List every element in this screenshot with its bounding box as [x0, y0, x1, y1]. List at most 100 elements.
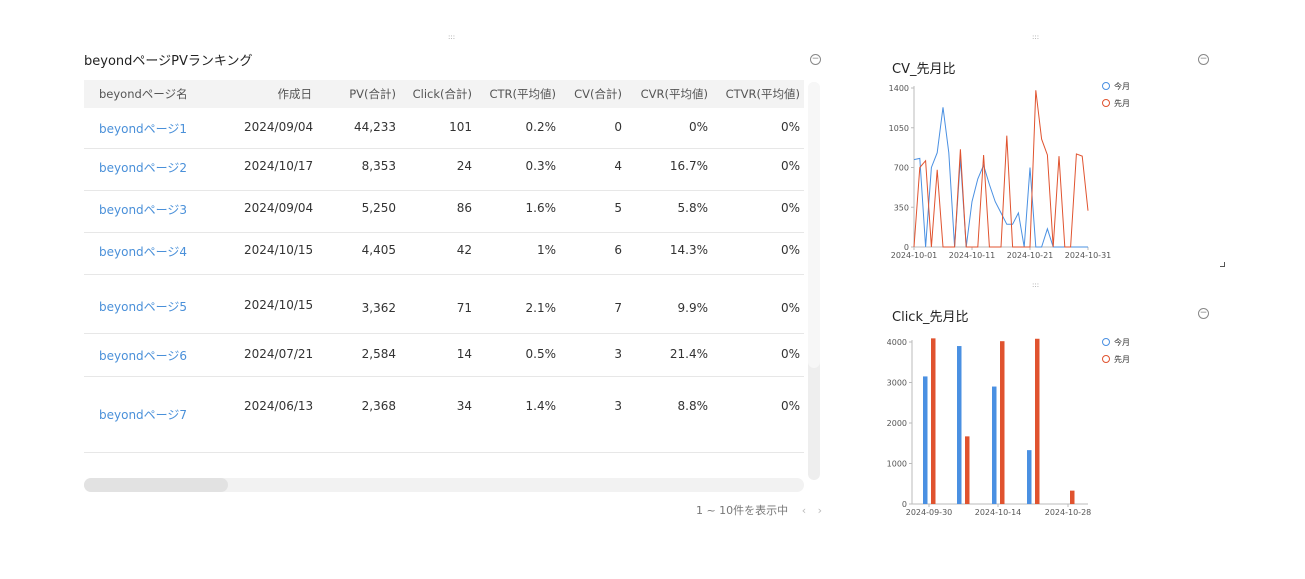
- y-tick-label: 0: [902, 500, 907, 509]
- created-date: 2024/06/13: [244, 399, 314, 413]
- click-chart-title: Click_先月比: [892, 310, 969, 325]
- cvr-value: 9.9%: [677, 301, 709, 315]
- cv-value: 7: [614, 301, 622, 315]
- page-name-link[interactable]: beyondページ2: [99, 161, 188, 175]
- legend-item-last-month[interactable]: 先月: [1102, 98, 1130, 109]
- resize-handle[interactable]: [1220, 262, 1225, 267]
- column-header-click[interactable]: Click(合計): [412, 87, 472, 101]
- bar-last-month: [1070, 490, 1075, 504]
- ctvr-value: 0%: [780, 201, 800, 215]
- panel-menu-icon[interactable]: −: [1198, 54, 1209, 65]
- x-tick-label: 2024-10-21: [1007, 251, 1054, 260]
- bar-last-month: [1000, 341, 1005, 504]
- legend-label: 先月: [1114, 99, 1130, 108]
- x-tick-label: 2024-10-14: [975, 508, 1022, 517]
- pv-value: 8,353: [361, 159, 396, 173]
- cvr-value: 8.8%: [677, 399, 709, 413]
- x-tick-label: 2024-10-28: [1045, 508, 1092, 517]
- bar-last-month: [965, 436, 970, 504]
- column-header-cv[interactable]: CV(合計): [574, 87, 622, 101]
- cvr-value: 0%: [688, 120, 708, 134]
- ctr-value: 2.1%: [525, 301, 557, 315]
- ctvr-value: 0%: [780, 120, 800, 134]
- next-page-icon[interactable]: ›: [817, 504, 822, 517]
- column-header-pv[interactable]: PV(合計): [349, 87, 396, 101]
- click-bar-chart: 0 1000 2000 3000 4000 2024-09-30 2024-10-14 202…: [887, 338, 1092, 517]
- y-tick-label: 0: [904, 243, 909, 252]
- click-value: 86: [456, 201, 472, 215]
- drag-handle[interactable]: :::: [1032, 33, 1040, 41]
- click-value: 14: [456, 347, 472, 361]
- bar-this-month: [992, 386, 997, 504]
- created-date: 2024/10/17: [244, 159, 314, 173]
- series-line-this-month: [913, 107, 1088, 248]
- cv-chart-title: CV_先月比: [892, 62, 956, 77]
- bar-this-month: [1027, 450, 1032, 504]
- bar-last-month: [931, 338, 936, 504]
- cvr-value: 16.7%: [669, 159, 708, 173]
- pagination: 1 ~ 10件を表示中 ‹ ›: [696, 502, 822, 518]
- click-value: 34: [456, 399, 472, 413]
- drag-handle[interactable]: :::: [448, 33, 456, 41]
- cv-line-chart: 0 350 700 1050 1400 2024-10-01 2024-10-11 2024-…: [889, 84, 1112, 260]
- column-header-cvr[interactable]: CVR(平均値): [640, 87, 708, 101]
- x-tick-label: 2024-10-01: [891, 251, 938, 260]
- created-date: 2024/10/15: [244, 298, 314, 312]
- legend-label: 今月: [1114, 338, 1130, 347]
- ctvr-value: 0%: [780, 347, 800, 361]
- y-tick-label: 1000: [887, 460, 907, 469]
- y-tick-label: 1400: [889, 84, 909, 93]
- legend-item-this-month[interactable]: 今月: [1102, 337, 1130, 348]
- page-name-link[interactable]: beyondページ1: [99, 122, 188, 136]
- panel-menu-icon[interactable]: −: [1198, 308, 1209, 319]
- ctr-value: 0.3%: [525, 159, 557, 173]
- ranking-title: beyondページPVランキング: [84, 54, 253, 69]
- cv-value: 6: [614, 243, 622, 257]
- pagination-label: 1 ~ 10件を表示中: [695, 504, 789, 517]
- legend-marker: [1102, 82, 1110, 90]
- legend-marker: [1102, 338, 1110, 346]
- drag-handle[interactable]: :::: [1032, 281, 1040, 289]
- created-date: 2024/07/21: [244, 347, 314, 361]
- cvr-value: 14.3%: [669, 243, 708, 257]
- ranking-panel: ::: beyondページPVランキング − beyondページ名 作成日 PV…: [72, 30, 832, 530]
- click-value: 42: [456, 243, 472, 257]
- cvr-value: 21.4%: [669, 347, 708, 361]
- cv-value: 3: [614, 347, 622, 361]
- vertical-scroll-thumb[interactable]: [808, 82, 820, 368]
- column-header-date[interactable]: 作成日: [277, 87, 313, 101]
- legend-item-last-month[interactable]: 先月: [1102, 354, 1130, 365]
- pv-value: 44,233: [354, 120, 396, 134]
- cv-value: 3: [614, 399, 622, 413]
- pv-value: 5,250: [361, 201, 396, 215]
- table-row: beyondページ5 2024/10/15 3,362 71 2.1% 7 9.9% 0%: [84, 274, 804, 334]
- column-header-ctvr[interactable]: CTVR(平均値): [725, 87, 800, 101]
- legend-item-this-month[interactable]: 今月: [1102, 81, 1130, 92]
- y-tick-label: 4000: [887, 338, 907, 347]
- click-value: 101: [449, 120, 472, 134]
- prev-page-icon[interactable]: ‹: [801, 504, 807, 517]
- column-header-name[interactable]: beyondページ名: [99, 87, 188, 101]
- x-tick-label: 2024-10-31: [1065, 251, 1112, 260]
- pv-value: 2,584: [361, 347, 396, 361]
- column-header-ctr[interactable]: CTR(平均値): [489, 87, 556, 101]
- pv-value: 4,405: [361, 243, 396, 257]
- page-name-link[interactable]: beyondページ7: [99, 408, 188, 422]
- x-tick-label: 2024-10-11: [949, 251, 996, 260]
- panel-menu-icon[interactable]: −: [810, 54, 821, 65]
- created-date: 2024/09/04: [244, 120, 314, 134]
- bar-last-month: [1035, 338, 1040, 504]
- legend-label: 今月: [1114, 82, 1130, 91]
- cv-value: 0: [614, 120, 622, 134]
- page-name-link[interactable]: beyondページ4: [99, 245, 188, 259]
- legend-marker: [1102, 355, 1110, 363]
- horizontal-scrollbar[interactable]: [84, 478, 804, 492]
- y-tick-label: 3000: [887, 379, 907, 388]
- page-name-link[interactable]: beyondページ5: [99, 300, 188, 314]
- page-name-link[interactable]: beyondページ3: [99, 203, 188, 217]
- table-row: beyondページ7 2024/06/13 2,368 34 1.4% 3 8.8% 0%: [84, 376, 804, 453]
- page-name-link[interactable]: beyondページ6: [99, 349, 188, 363]
- click-value: 24: [456, 159, 472, 173]
- horizontal-scroll-thumb[interactable]: [84, 478, 228, 492]
- x-tick-label: 2024-09-30: [906, 508, 953, 517]
